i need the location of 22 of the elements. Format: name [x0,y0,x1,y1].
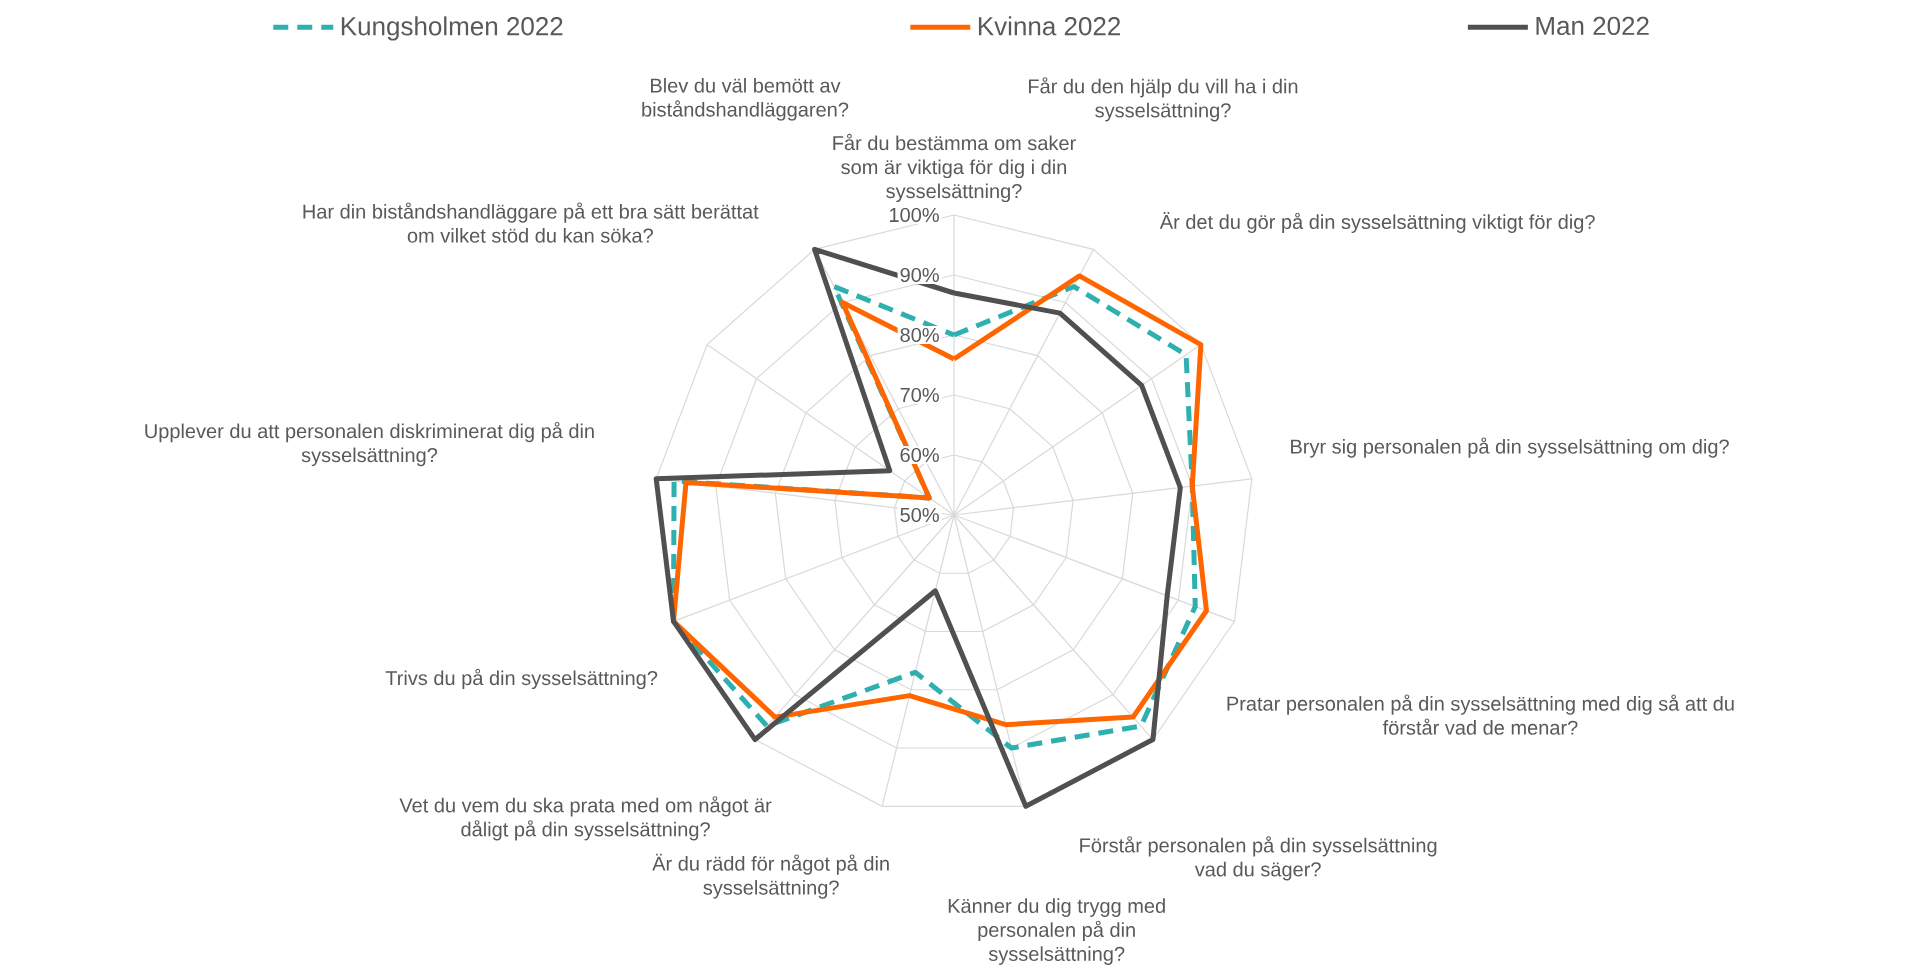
spoke-label: Får du den hjälp du vill ha i din sysselsättning? [1028,77,1298,122]
spoke-label: Vet du vem du ska prata med om något är dåligt på din sysselsättning? [399,796,772,841]
y-tick-label: 100% [889,207,939,223]
y-tick-label: 80% [900,327,939,343]
spoke-label: Förstår personalen på din sysselsättning vad du säger? [1080,836,1437,881]
spoke-label: Bryr sig personalen på din sysselsättning om dig? [1291,437,1729,458]
y-tick-label: 70% [900,387,939,403]
spoke-label: Känner du dig trygg med personalen på din sysselsättning? [948,898,1165,965]
legend-label: Kungsholmen 2022 [341,16,563,41]
spoke-label: Trivs du på din sysselsättning? [385,668,658,690]
spoke-label: Blev du väl bemött av biståndshandläggaren? [642,77,849,121]
spoke-label: Får du bestämma om saker som är viktiga för dig i din sysselsättning? [833,133,1076,203]
spoke-label: Pratar personalen på din sysselsättning med dig så att du förstår vad de menar? [1227,694,1734,735]
spoke-label: Har din biståndshandläggare på ett bra sätt berättat om vilket stöd du kan söka? [303,202,759,243]
spoke-label: Är du rädd för något på din sysselsättning? [652,853,889,899]
spoke-label: Är det du gör på din sysselsättning viktigt för dig? [1159,212,1595,233]
legend-label: Man 2022 [1536,16,1649,36]
legend-label: Kvinna 2022 [978,16,1121,36]
y-tick-label: 90% [900,267,939,283]
y-tick-label: 60% [900,447,939,463]
spoke-label: Upplever du att personalen diskriminerat dig på din sysselsättning? [145,421,594,467]
y-tick-label: 50% [900,507,939,523]
